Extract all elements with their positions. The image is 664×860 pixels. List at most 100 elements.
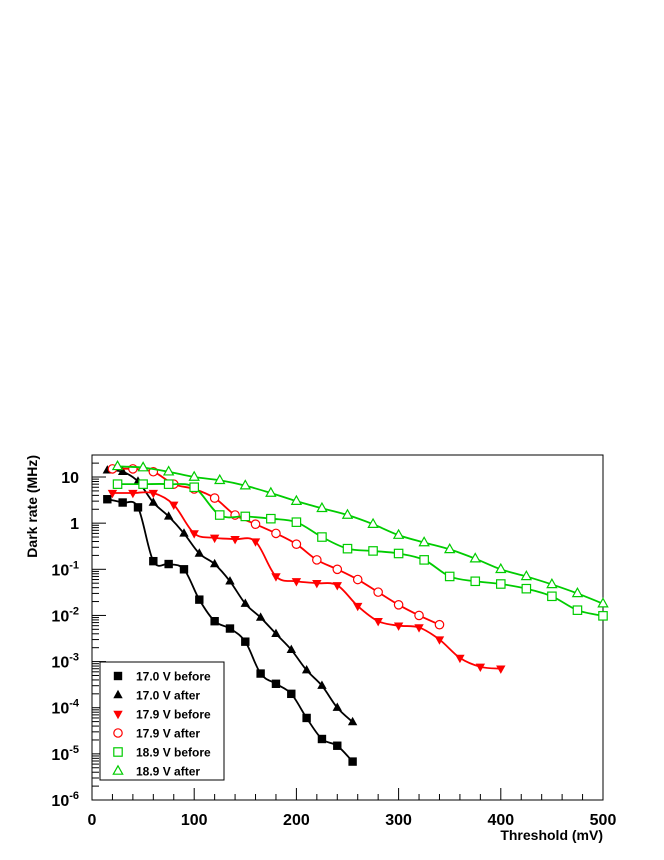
data-point (332, 582, 342, 591)
data-point (239, 479, 252, 490)
data-point (312, 579, 322, 589)
legend-label: 17.0 V after (136, 689, 200, 703)
data-point (352, 574, 363, 585)
data-point (266, 513, 276, 524)
legend-marker (113, 747, 123, 757)
data-point (312, 555, 322, 565)
data-point (179, 528, 189, 537)
legend-label: 17.0 V before (136, 670, 211, 684)
data-point (373, 618, 383, 627)
data-point (291, 539, 302, 549)
data-point (265, 486, 277, 497)
data-point (189, 482, 199, 493)
data-point (434, 619, 445, 630)
data-point (496, 579, 506, 589)
data-point (332, 702, 342, 711)
data-point (317, 680, 327, 689)
data-point (194, 548, 205, 557)
series-3 (107, 489, 506, 674)
data-point (393, 622, 404, 631)
data-point (137, 461, 149, 472)
data-point (209, 493, 220, 503)
data-point (572, 605, 583, 615)
legend-marker (113, 710, 123, 720)
y-axis-label: Dark rate (MHz) (24, 455, 40, 558)
data-point (111, 459, 124, 471)
data-point (546, 577, 558, 589)
legend-label: 17.9 V before (136, 708, 211, 722)
x-tick-label: 300 (385, 812, 412, 829)
data-point (271, 528, 281, 539)
legend-label: 17.9 V after (136, 727, 200, 741)
data-point (444, 571, 455, 582)
data-point (149, 556, 158, 566)
data-point (434, 636, 445, 645)
data-point (214, 473, 226, 485)
data-point (367, 517, 379, 528)
data-point (210, 617, 219, 626)
x-tick-label: 200 (283, 812, 310, 829)
data-point (342, 543, 353, 554)
data-point (455, 654, 465, 664)
data-point (169, 501, 179, 510)
data-point (347, 716, 358, 726)
x-tick-label: 400 (487, 812, 514, 829)
data-point (162, 465, 175, 476)
data-point (418, 536, 430, 547)
data-point (287, 689, 296, 699)
series-2 (102, 465, 358, 726)
data-point (107, 489, 118, 499)
data-point (189, 530, 199, 539)
data-point (333, 741, 342, 750)
data-point (291, 517, 302, 527)
data-point (414, 610, 424, 621)
data-point (495, 562, 507, 574)
data-point (133, 503, 143, 512)
y-tick-label: 1 (70, 516, 79, 533)
data-point (241, 637, 250, 646)
legend: 17.0 V before 17.0 V after 17.9 V before 17… (99, 661, 225, 781)
data-point (250, 519, 261, 529)
plot-frame (91, 454, 604, 801)
data-point (256, 669, 265, 678)
data-point (469, 552, 481, 563)
data-point (225, 576, 235, 585)
x-tick-label: 0 (88, 812, 97, 829)
data-point (240, 598, 250, 607)
data-point (225, 624, 235, 633)
y-tick-label: 10-5 (51, 744, 79, 764)
data-point (348, 757, 357, 766)
data-point (597, 597, 609, 608)
data-point (598, 611, 608, 621)
data-point (128, 489, 138, 499)
data-point (317, 532, 327, 542)
y-tick-label: 10-4 (51, 698, 79, 718)
data-point (521, 583, 532, 594)
data-point (195, 595, 204, 604)
data-point (373, 587, 383, 597)
data-point (496, 665, 506, 674)
series-1 (103, 495, 357, 766)
data-point (301, 665, 312, 674)
y-tick-label: 10-3 (51, 652, 79, 672)
legend-box (99, 661, 225, 781)
data-point (547, 591, 557, 602)
data-point (271, 628, 281, 637)
data-point (179, 565, 189, 574)
x-axis-label: Threshold (mV) (500, 827, 603, 843)
data-point (302, 713, 311, 723)
data-point (148, 489, 159, 499)
data-point (368, 546, 378, 556)
data-point (163, 511, 174, 520)
data-point (138, 479, 148, 489)
data-point (117, 466, 128, 475)
data-point (250, 538, 261, 547)
data-point (286, 644, 296, 653)
data-point (209, 558, 220, 568)
y-tick-label: 10-6 (51, 790, 79, 810)
data-point (164, 559, 173, 569)
data-point (112, 479, 123, 489)
data-point (271, 679, 281, 688)
data-point (255, 612, 266, 621)
